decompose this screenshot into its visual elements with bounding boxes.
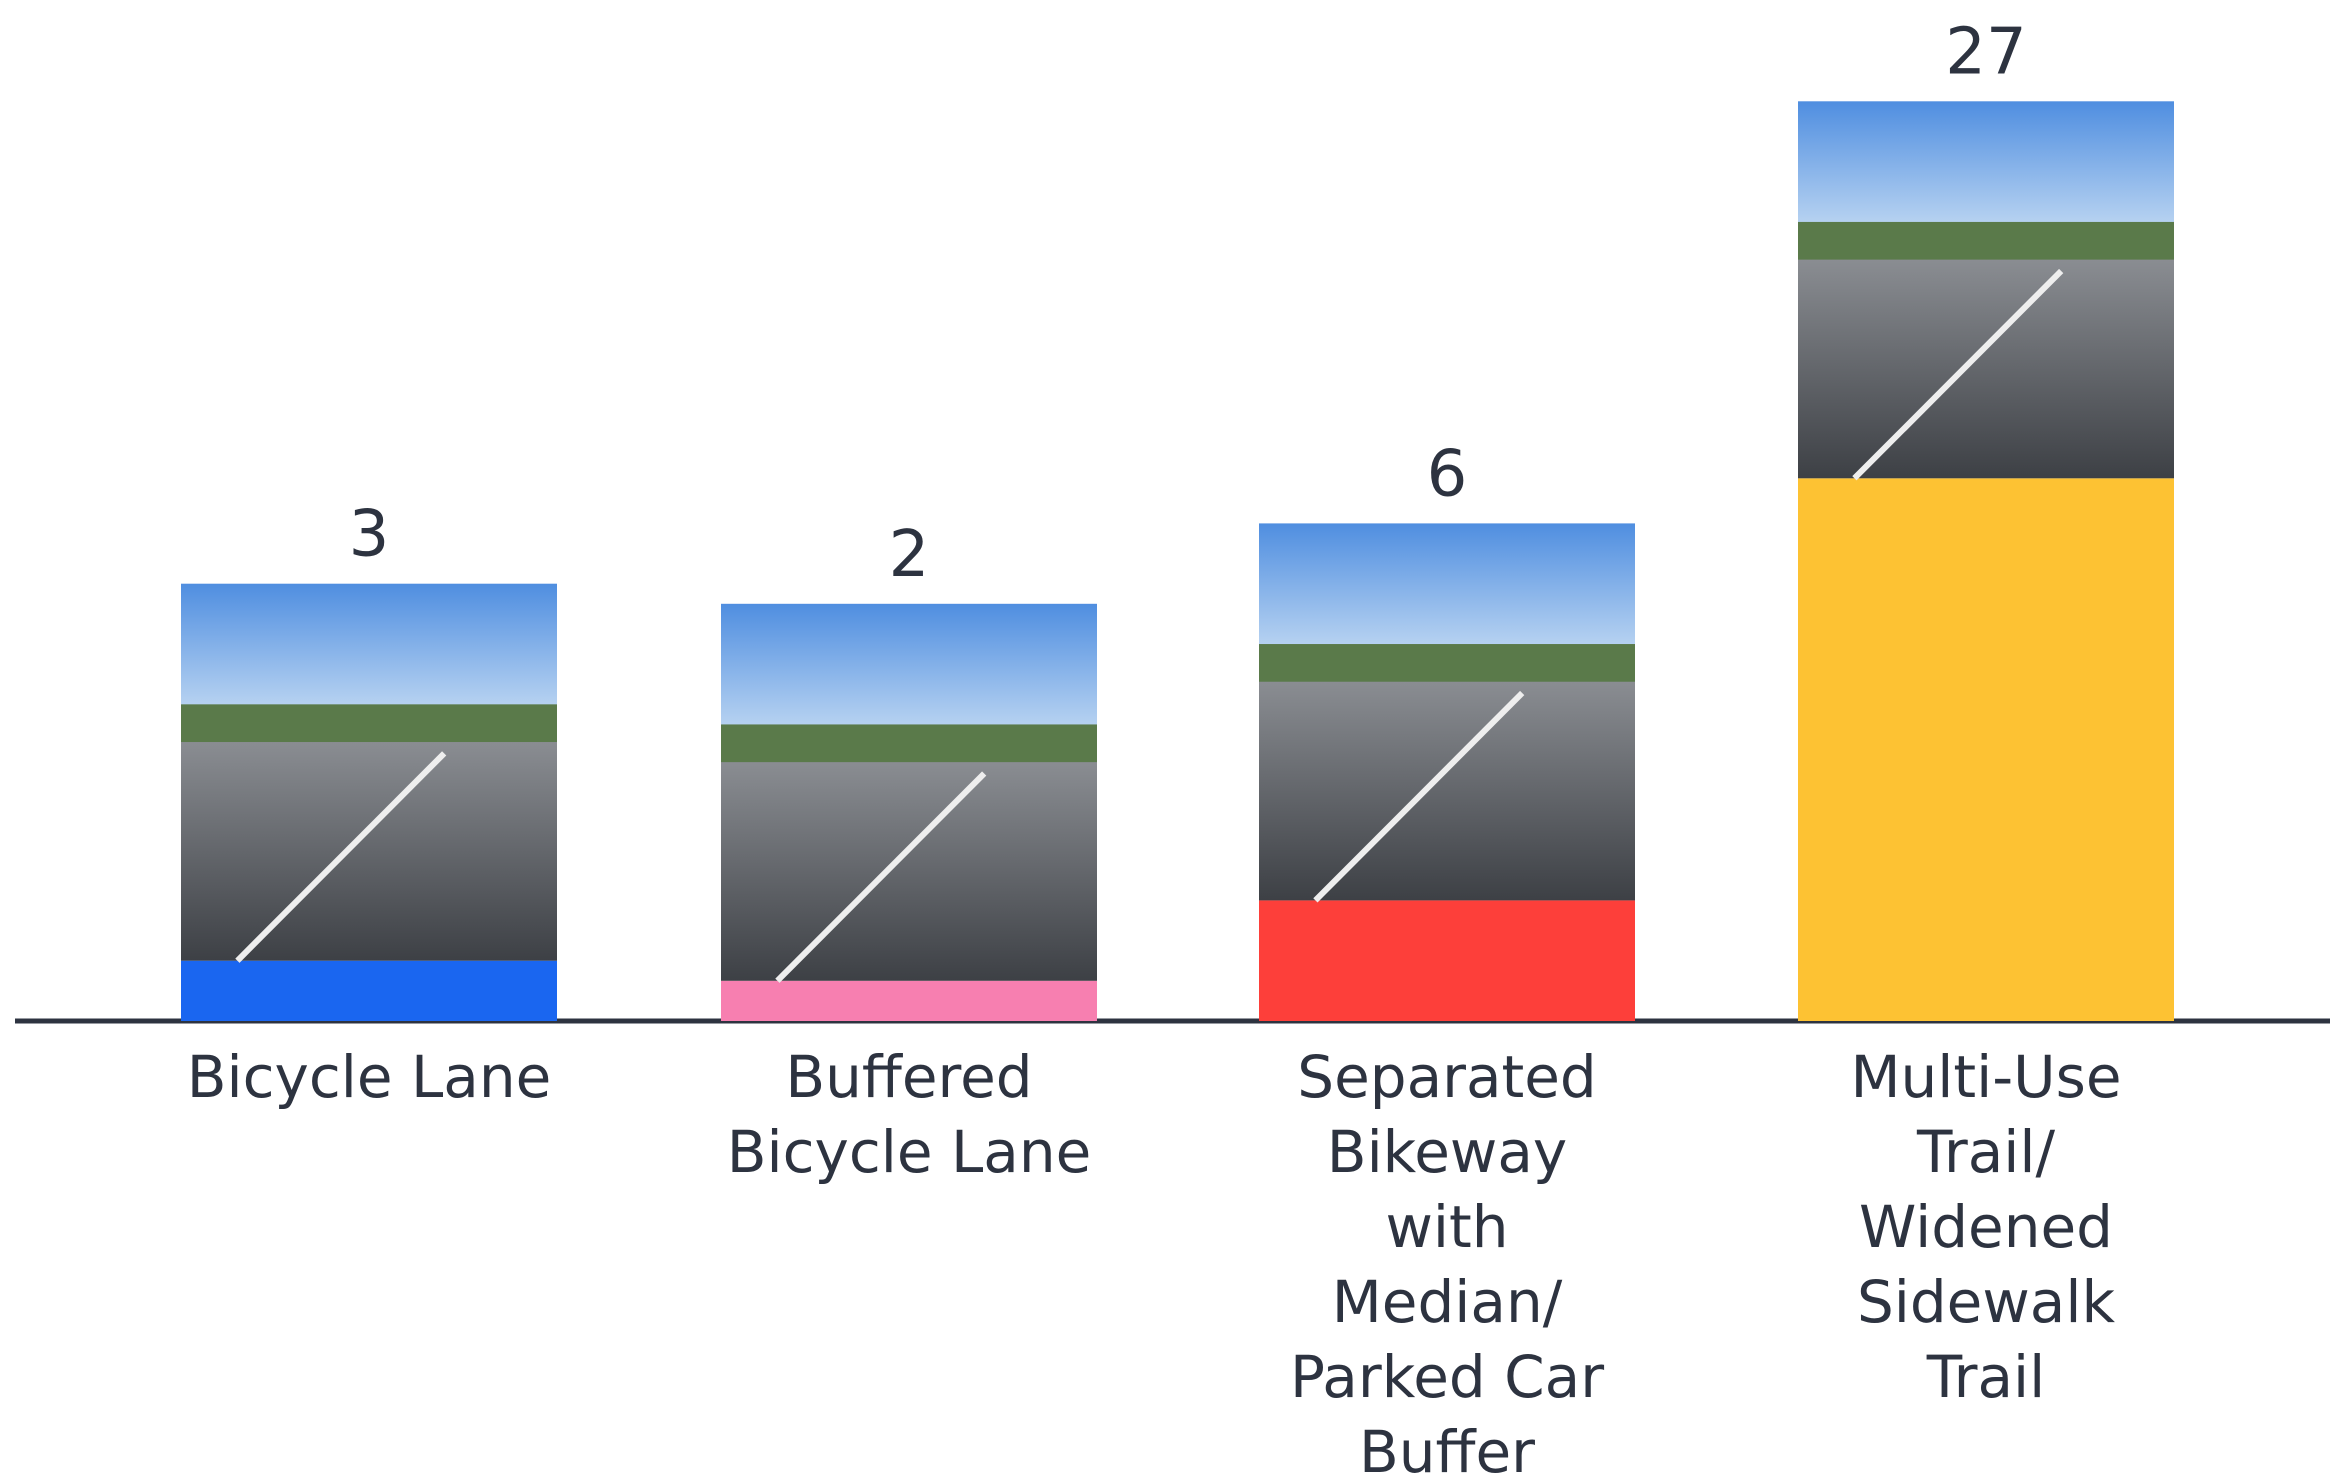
photo-road: [181, 742, 557, 961]
photo-lane-line: [1313, 690, 1525, 903]
bar: [721, 980, 1097, 1021]
photo: [721, 603, 1097, 983]
x-tick-label: Bicycle Lane: [186, 1043, 552, 1111]
x-tick-label: Buffered Bicycle Lane: [726, 1043, 1092, 1186]
value-label: 2: [889, 518, 930, 592]
photo-trees: [1798, 221, 2174, 268]
photo: [1259, 523, 1635, 903]
photo-road: [1259, 681, 1635, 901]
bar: [181, 960, 557, 1021]
photo-road: [1798, 259, 2174, 479]
photo-lane-line: [1852, 268, 2064, 481]
photo-lane-line: [235, 751, 447, 963]
photo: [1798, 101, 2174, 481]
bar: [1798, 478, 2174, 1021]
bar: [1259, 900, 1635, 1021]
value-label: 6: [1427, 437, 1468, 511]
photo-road: [721, 762, 1097, 981]
value-label: 3: [349, 498, 390, 572]
x-tick-label: Multi-Use Trail/ Widened Sidewalk Trail: [1850, 1043, 2122, 1411]
x-tick-label: Separated Bikeway with Median/ Parked Ca…: [1289, 1043, 1605, 1484]
photo-lane-line: [775, 771, 987, 983]
value-label: 27: [1945, 15, 2026, 89]
photo: [181, 583, 557, 963]
